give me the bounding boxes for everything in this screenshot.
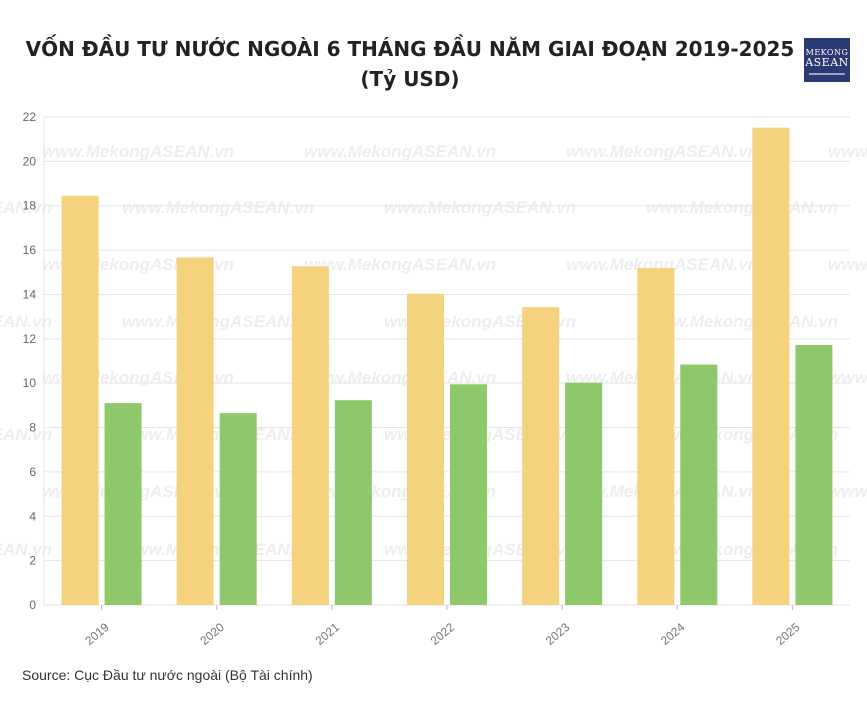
bar-2-2020	[219, 413, 257, 605]
x-tick-label: 2024	[658, 620, 688, 648]
source-note: Source: Cục Đầu tư nước ngoài (Bộ Tài ch…	[22, 667, 313, 683]
mekong-asean-logo: MEKONG ASEAN	[804, 38, 850, 82]
y-tick-label: 16	[23, 243, 37, 257]
y-tick-label: 12	[23, 332, 37, 346]
bar-2-2021	[334, 400, 372, 605]
watermark-text: www.MekongASEAN.vn	[42, 142, 234, 161]
bars	[61, 127, 833, 605]
y-tick-label: 20	[23, 154, 37, 168]
watermark-text: www.MekongASEAN.vn	[828, 142, 867, 161]
y-tick-label: 18	[23, 199, 37, 213]
y-tick-label: 6	[29, 465, 36, 479]
y-tick-label: 8	[29, 421, 36, 435]
y-tick-label: 10	[23, 376, 37, 390]
watermark-text: www.MekongASEAN.vn	[828, 368, 867, 387]
chart-title: VỐN ĐẦU TƯ NƯỚC NGOÀI 6 THÁNG ĐẦU NĂM GI…	[25, 37, 795, 91]
watermark-text: www.MekongASEAN.vn	[566, 142, 758, 161]
logo-line-2: ASEAN	[805, 56, 849, 69]
logo-line-1: MEKONG	[805, 48, 849, 57]
watermark-text: www.MekongASEAN.vn	[828, 255, 867, 274]
bar-1-2022	[407, 293, 444, 605]
y-tick-label: 22	[23, 110, 37, 124]
bar-2-2023	[565, 382, 603, 605]
bar-2-2019	[104, 403, 142, 605]
watermark-text: www.MekongASEAN.vn	[122, 425, 314, 444]
bar-1-2025	[752, 127, 790, 605]
watermark-text: www.MekongASEAN.vn	[0, 312, 52, 331]
bar-1-2019	[61, 195, 99, 605]
watermark-text: www.MekongASEAN.vn	[384, 198, 576, 217]
y-tick-label: 4	[29, 509, 36, 523]
x-tick-label: 2019	[82, 620, 112, 648]
watermark-text: www.MekongASEAN.vn	[828, 482, 867, 501]
watermark-text: www.MekongASEAN.vn	[304, 142, 496, 161]
x-tick-label: 2025	[773, 620, 803, 648]
x-tick-label: 2020	[197, 620, 227, 648]
watermark-text: www.MekongASEAN.vn	[122, 540, 314, 559]
x-axis-ticks: 2019 2020 2021 2022 2023 2024 2025	[82, 605, 803, 648]
bar-1-2020	[176, 257, 214, 605]
logo-underline	[809, 73, 845, 75]
bar-2-2024	[680, 364, 718, 605]
x-tick-label: 2023	[543, 620, 573, 648]
watermark-text: www.MekongASEAN.vn	[566, 255, 758, 274]
watermark-text: www.MekongASEAN.vn	[646, 198, 838, 217]
grid-lines	[43, 116, 850, 606]
y-tick-label: 0	[29, 598, 36, 612]
watermark-text: www.MekongASEAN.vn	[0, 540, 52, 559]
watermark-text: www.MekongASEAN.vn	[304, 368, 496, 387]
bar-2-2025	[795, 345, 833, 605]
watermark-text: www.MekongASEAN.vn	[0, 425, 52, 444]
bar-1-2024	[637, 268, 675, 605]
x-tick-label: 2021	[313, 620, 343, 648]
bar-2-2022	[450, 384, 487, 605]
y-axis-ticks: 0 2 4 6 8 10 12 14 16 18 20 22	[23, 110, 37, 612]
bar-chart: www.MekongASEAN.vn www.MekongASEAN.vn www.…	[0, 110, 867, 648]
watermark-text: www.MekongASEAN.vn	[122, 312, 314, 331]
watermark-text: www.MekongASEAN.vn	[0, 198, 52, 217]
x-tick-label: 2022	[428, 620, 458, 648]
y-tick-label: 14	[23, 287, 37, 301]
bar-1-2021	[291, 266, 329, 605]
bar-1-2023	[522, 307, 560, 605]
watermark-text: www.MekongASEAN.vn	[304, 255, 496, 274]
watermark-text: www.MekongASEAN.vn	[122, 198, 314, 217]
y-tick-label: 2	[29, 554, 36, 568]
watermark-text: www.MekongASEAN.vn	[646, 312, 838, 331]
